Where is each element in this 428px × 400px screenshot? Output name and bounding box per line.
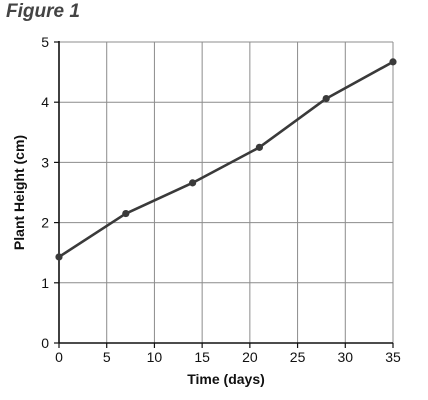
y-tick-label: 4 (41, 94, 49, 110)
x-tick-label: 0 (55, 349, 63, 365)
x-axis-title: Time (days) (187, 371, 265, 387)
y-tick-label: 1 (41, 275, 49, 291)
y-axis-title: Plant Height (cm) (11, 135, 27, 250)
x-tick-label: 10 (147, 349, 163, 365)
figure-label: Figure 1 (6, 1, 80, 22)
data-point (255, 143, 263, 151)
data-point (122, 209, 130, 218)
y-tick-label: 2 (41, 215, 49, 231)
x-tick-label: 20 (242, 349, 258, 365)
x-tick-label: 35 (385, 349, 401, 365)
data-point (389, 58, 397, 66)
grid (59, 41, 394, 343)
data-point (322, 94, 330, 103)
data-point (55, 253, 63, 261)
x-tick-label: 25 (290, 349, 306, 365)
x-tick-label: 15 (194, 349, 210, 365)
series-line (58, 60, 394, 259)
x-tick-label: 30 (337, 349, 353, 365)
data-series (55, 58, 397, 261)
axes (54, 41, 394, 348)
x-tick-label: 5 (103, 349, 111, 365)
y-tick-label: 0 (41, 335, 49, 351)
tick-labels: 0 5 10 15 20 25 30 35 0 1 2 3 4 5 (41, 34, 401, 365)
data-point (189, 179, 197, 187)
y-tick-label: 5 (41, 34, 49, 50)
y-tick-label: 3 (41, 154, 49, 170)
